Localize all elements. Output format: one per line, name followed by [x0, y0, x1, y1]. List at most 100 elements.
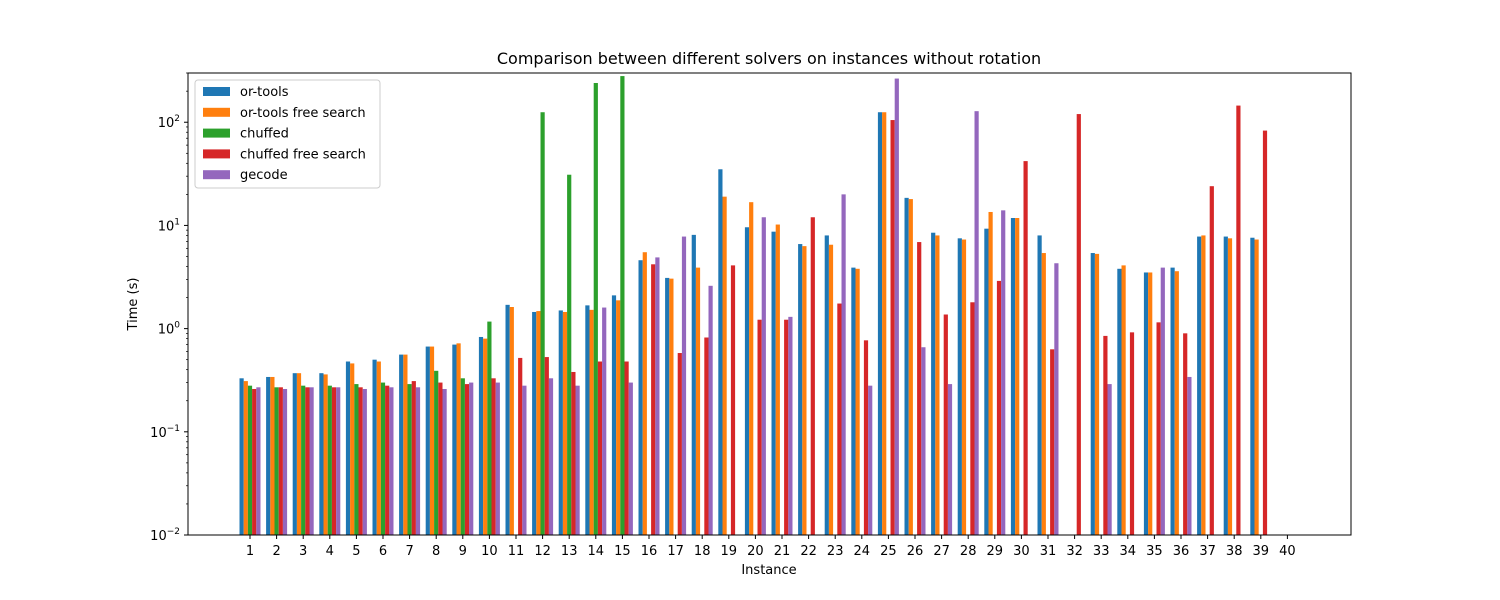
bar-or-tools-instance-34 — [1117, 268, 1122, 535]
legend-label: or-tools — [240, 85, 289, 100]
bar-chuffed-instance-14 — [593, 83, 598, 535]
x-tick-label: 8 — [432, 544, 440, 559]
legend: or-tools or-tools free search chuffed chuff… — [194, 79, 381, 189]
bar-gecode-instance-35 — [1160, 267, 1165, 535]
bar-chuffed-instance-7 — [407, 384, 412, 535]
x-tick-label: 37 — [1199, 544, 1216, 559]
bar-gecode-instance-33 — [1107, 384, 1112, 535]
bar-chuffed-instance-2 — [274, 387, 279, 535]
bar-gecode-instance-28 — [974, 111, 979, 536]
bar-or-tools-instance-24 — [851, 267, 856, 535]
bar-or-tools-free-search-instance-8 — [429, 346, 435, 535]
x-tick-label: 40 — [1279, 544, 1296, 559]
bar-or-tools-instance-5 — [345, 361, 351, 535]
bar-or-tools-free-search-instance-16 — [642, 252, 647, 535]
x-tick-label: 35 — [1146, 544, 1163, 559]
bar-or-tools-free-search-instance-37 — [1201, 235, 1206, 535]
bar-gecode-instance-5 — [362, 388, 367, 535]
x-tick-label: 6 — [379, 544, 387, 559]
x-tick-label: 20 — [747, 544, 764, 559]
bar-chuffed-free-search-instance-2 — [278, 387, 283, 535]
bar-chuffed-free-search-instance-11 — [518, 357, 523, 535]
x-tick-label: 30 — [1013, 544, 1030, 559]
bar-chuffed-instance-13 — [567, 174, 572, 535]
bar-gecode-instance-6 — [389, 387, 394, 535]
bar-or-tools-free-search-instance-9 — [456, 343, 461, 535]
bar-chuffed-free-search-instance-18 — [704, 337, 709, 535]
bar-or-tools-free-search-instance-7 — [403, 354, 408, 535]
x-tick-label: 38 — [1226, 544, 1243, 559]
bar-gecode-instance-12 — [548, 378, 554, 535]
x-tick-label: 39 — [1253, 544, 1270, 559]
bar-or-tools-instance-2 — [266, 376, 271, 535]
bar-or-tools-free-search-instance-3 — [296, 373, 302, 535]
bar-or-tools-instance-3 — [292, 373, 297, 535]
bar-or-tools-free-search-instance-22 — [802, 246, 807, 535]
x-tick-label: 32 — [1066, 544, 1083, 559]
bar-chuffed-free-search-instance-38 — [1236, 105, 1241, 535]
bars-layer — [239, 76, 1268, 536]
bar-gecode-instance-4 — [336, 387, 341, 535]
bar-or-tools-free-search-instance-27 — [935, 235, 940, 535]
x-tick-label: 23 — [827, 544, 844, 559]
bar-or-tools-instance-4 — [319, 373, 324, 535]
bar-gecode-instance-10 — [495, 382, 500, 535]
x-tick-label: 27 — [933, 544, 950, 559]
bar-or-tools-free-search-instance-24 — [855, 268, 860, 535]
x-tick-label: 28 — [960, 544, 977, 559]
bar-or-tools-free-search-instance-31 — [1041, 253, 1046, 536]
y-tick-label: 10−2 — [150, 527, 180, 544]
bar-gecode-instance-3 — [309, 387, 314, 535]
legend-label: or-tools free search — [240, 106, 366, 121]
bar-or-tools-instance-1 — [239, 378, 244, 535]
y-tick-label: 102 — [158, 114, 180, 131]
bar-gecode-instance-1 — [256, 387, 261, 535]
bar-gecode-instance-15 — [628, 382, 633, 535]
bar-chuffed-free-search-instance-34 — [1129, 332, 1135, 535]
bar-or-tools-instance-23 — [824, 235, 829, 535]
bar-or-tools-free-search-instance-39 — [1254, 239, 1259, 535]
bar-chuffed-free-search-instance-16 — [651, 264, 656, 535]
bar-chuffed-free-search-instance-19 — [730, 265, 736, 535]
bar-gecode-instance-14 — [602, 307, 607, 535]
bar-or-tools-instance-12 — [532, 311, 537, 535]
bar-or-tools-free-search-instance-10 — [483, 338, 488, 535]
bar-or-tools-instance-6 — [372, 359, 377, 535]
bar-gecode-instance-29 — [1001, 210, 1006, 535]
x-tick-label: 12 — [534, 544, 551, 559]
x-tick-label: 16 — [641, 544, 658, 559]
bar-chuffed-free-search-instance-36 — [1183, 333, 1188, 535]
bar-chuffed-free-search-instance-23 — [837, 303, 842, 535]
y-tick-label: 101 — [158, 217, 180, 234]
x-tick-label: 2 — [272, 544, 280, 559]
x-tick-label: 26 — [907, 544, 924, 559]
bar-or-tools-free-search-instance-14 — [589, 309, 594, 535]
bar-chuffed-free-search-instance-25 — [890, 120, 895, 536]
legend-box — [194, 79, 381, 189]
x-tick-label: 14 — [588, 544, 605, 559]
x-tick-label: 10 — [481, 544, 498, 559]
bar-or-tools-free-search-instance-17 — [669, 278, 674, 535]
bar-chuffed-instance-3 — [301, 385, 306, 535]
bar-chuffed-free-search-instance-1 — [252, 388, 257, 535]
legend-swatch — [203, 128, 230, 138]
bar-gecode-instance-21 — [788, 316, 793, 535]
bar-chuffed-free-search-instance-28 — [970, 302, 975, 535]
x-axis-label: Instance — [741, 563, 796, 578]
bar-or-tools-free-search-instance-2 — [270, 376, 275, 535]
bar-chuffed-instance-15 — [620, 76, 625, 535]
bar-gecode-instance-20 — [761, 217, 766, 535]
bar-gecode-instance-2 — [282, 388, 288, 535]
bar-or-tools-instance-15 — [611, 295, 617, 535]
bar-gecode-instance-26 — [921, 347, 926, 535]
bar-or-tools-free-search-instance-19 — [722, 196, 727, 535]
bar-or-tools-free-search-instance-28 — [961, 239, 967, 535]
bar-or-tools-free-search-instance-20 — [749, 202, 754, 535]
bar-chuffed-free-search-instance-22 — [810, 217, 815, 535]
x-tick-label: 25 — [880, 544, 897, 559]
bar-or-tools-free-search-instance-30 — [1015, 218, 1020, 535]
y-tick-label: 100 — [158, 321, 181, 338]
bar-chuffed-free-search-instance-15 — [624, 361, 629, 535]
bar-chuffed-instance-8 — [434, 370, 439, 535]
bar-chuffed-instance-5 — [354, 384, 359, 535]
